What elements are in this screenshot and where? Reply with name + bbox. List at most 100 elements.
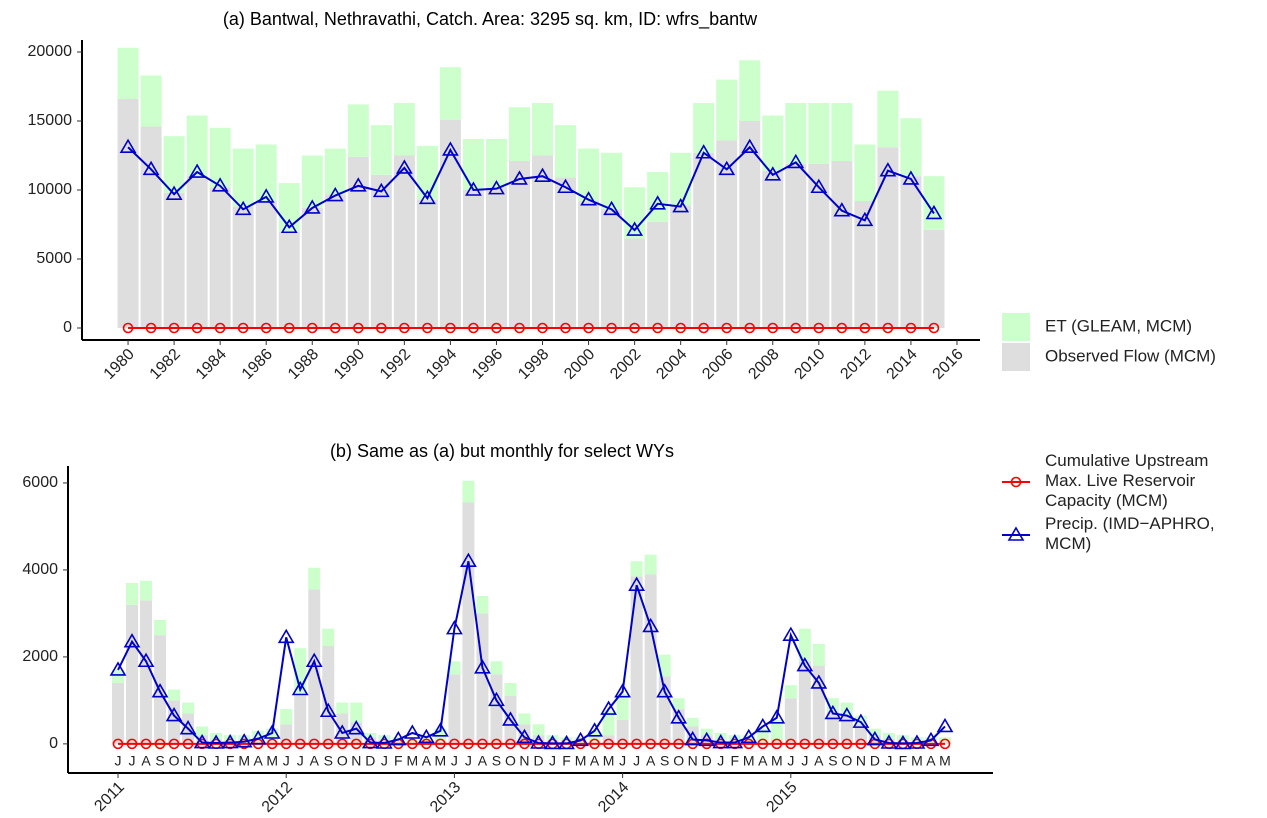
reservoir-marker [606, 322, 617, 334]
bar-segment [255, 144, 277, 202]
x-tick-label: 2004 [653, 346, 690, 383]
precip-marker [856, 211, 874, 227]
precip-marker [446, 620, 463, 635]
month-label: S [492, 753, 501, 769]
bar-segment [490, 674, 503, 744]
bar-segment [168, 689, 181, 701]
reservoir-marker [399, 322, 410, 334]
bar-segment [294, 696, 307, 744]
precip-marker [810, 178, 828, 194]
precip-marker [880, 734, 898, 749]
reservoir-marker [836, 322, 848, 334]
month-label: J [787, 753, 794, 769]
month-label: A [253, 753, 263, 769]
reservoir-marker [698, 322, 709, 334]
bar-segment [126, 604, 139, 744]
reservoir-marker [939, 738, 951, 750]
month-label: F [562, 753, 571, 769]
month-label: N [183, 753, 193, 769]
bar-segment [209, 187, 231, 328]
x-tick-label: 2010 [791, 346, 828, 383]
bar-segment [798, 661, 811, 744]
bar-segment [112, 669, 124, 683]
reservoir-marker [813, 322, 825, 334]
precip-marker [614, 683, 632, 698]
month-label: N [688, 753, 698, 769]
reservoir-marker [721, 322, 733, 334]
precip-marker [123, 633, 141, 648]
bar-segment [434, 741, 447, 744]
x-tick-label: 2012 [259, 779, 296, 816]
month-label: M [266, 753, 278, 769]
month-label: M [771, 753, 783, 769]
precip-marker [257, 188, 275, 203]
x-tick-label: 2000 [561, 346, 598, 383]
bar-segment [770, 719, 783, 740]
reservoir-marker [757, 738, 769, 750]
precip-marker [326, 186, 344, 202]
month-label: O [841, 753, 852, 769]
precip-marker [534, 167, 551, 183]
bar-segment [644, 554, 657, 575]
legend-label: Observed Flow (MCM) [1045, 346, 1216, 365]
bar-segment [900, 118, 922, 177]
reservoir-marker [537, 322, 548, 334]
reservoir-marker [519, 738, 530, 750]
y-tick-label: 0 [63, 319, 72, 336]
x-tick-label: 1996 [469, 346, 506, 383]
precip-marker [221, 733, 239, 749]
bar-segment [518, 713, 531, 725]
bar-segment [324, 148, 346, 195]
bar-segment [280, 724, 293, 744]
precip-marker [656, 683, 674, 698]
precip-marker [741, 138, 759, 154]
precip-marker [672, 197, 690, 213]
bar-segment [462, 138, 484, 190]
bar-segment [616, 693, 629, 720]
reservoir-marker [237, 322, 249, 334]
bar-segment [601, 152, 623, 210]
month-label: M [939, 753, 951, 769]
x-tick-label: 2006 [699, 346, 736, 383]
bar-segment [532, 155, 554, 328]
bar-segment [601, 209, 623, 328]
x-tick-label: 1984 [193, 346, 230, 383]
reservoir-marker [645, 738, 656, 750]
reservoir-marker [112, 738, 124, 750]
precip-marker [925, 204, 943, 220]
bar-segment [812, 643, 825, 666]
month-label: F [394, 753, 403, 769]
month-label: M [743, 753, 755, 769]
month-label: O [673, 753, 684, 769]
precip-marker [305, 652, 323, 668]
bar-segment [485, 187, 507, 328]
precip-marker [852, 713, 870, 728]
bar-segment [322, 628, 335, 647]
reservoir-marker [631, 738, 642, 750]
bar-segment [393, 103, 415, 156]
month-label: M [435, 753, 447, 769]
reservoir-marker [514, 322, 525, 334]
reservoir-marker [168, 738, 180, 750]
reservoir-marker [376, 322, 387, 334]
precip-marker [684, 730, 702, 746]
precip-marker [922, 731, 940, 747]
reservoir-marker [603, 738, 614, 750]
bar-segment [508, 161, 530, 328]
month-label: S [324, 753, 333, 769]
precip-marker [787, 153, 805, 169]
bar-segment [670, 152, 692, 206]
bar-segment [877, 147, 899, 328]
reservoir-marker [322, 738, 334, 750]
month-label: N [856, 753, 866, 769]
bar-segment [756, 741, 769, 744]
precip-marker [712, 733, 730, 749]
precip-marker [740, 728, 758, 744]
precip-marker [333, 724, 351, 739]
x-tick-label: 2014 [595, 779, 632, 816]
y-tick-label: 0 [49, 735, 58, 752]
precip-marker [119, 138, 137, 154]
bar-segment [117, 47, 139, 99]
bar-segment [140, 600, 153, 744]
month-label: J [633, 753, 640, 769]
